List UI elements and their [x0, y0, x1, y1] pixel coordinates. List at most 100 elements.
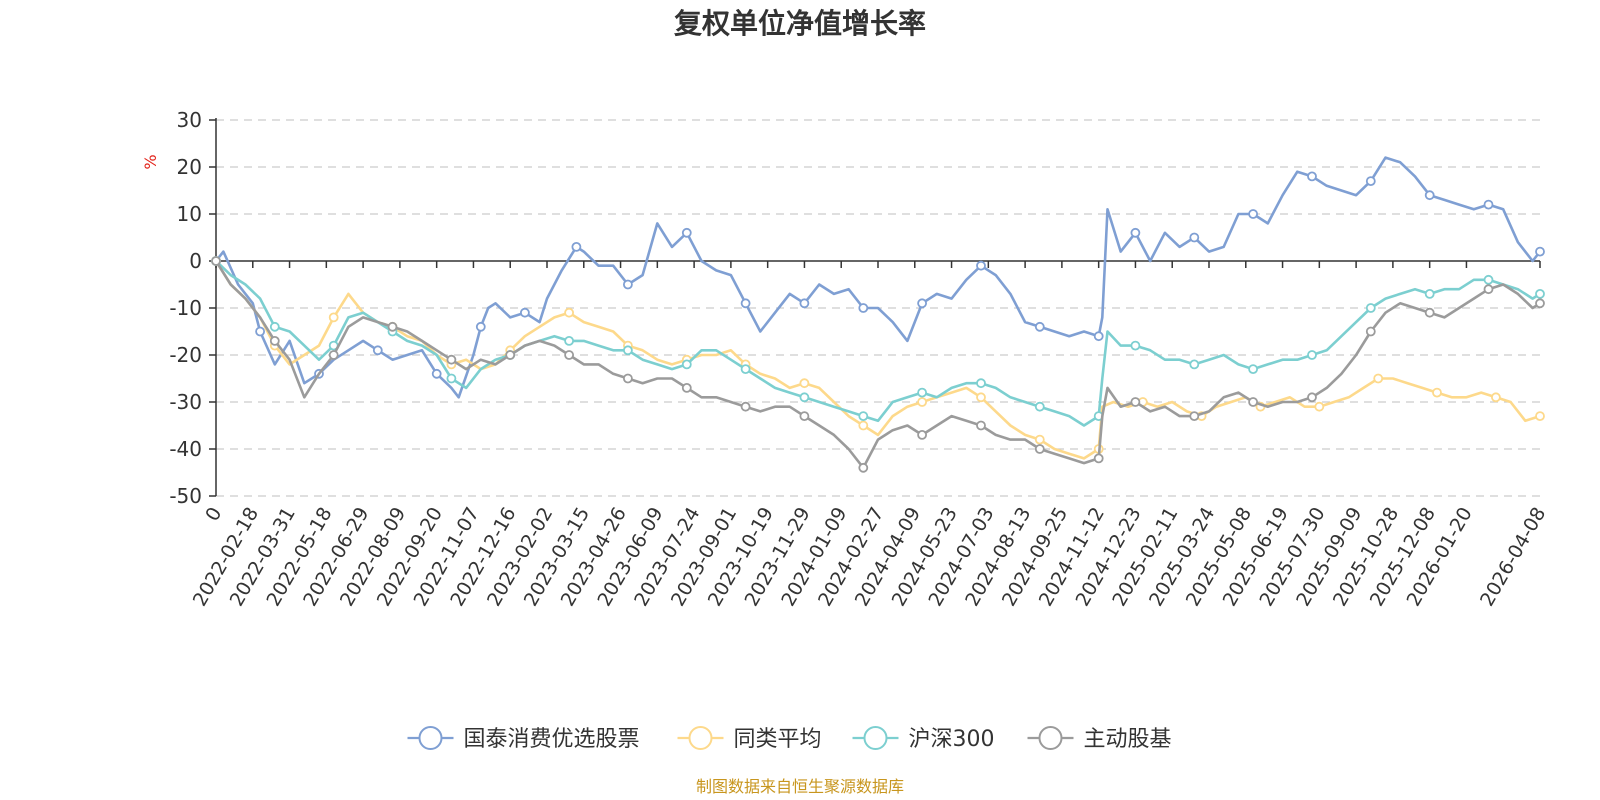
- x-tick-label: 2026-04-08: [1476, 504, 1550, 611]
- y-tick-label: -30: [169, 390, 202, 414]
- data-point: [1307, 392, 1317, 403]
- data-point: [387, 321, 398, 332]
- data-point: [446, 373, 457, 384]
- data-point: [623, 345, 633, 356]
- data-point: [681, 359, 692, 370]
- data-point: [1314, 401, 1325, 412]
- legend-circle-icon: [418, 726, 443, 750]
- data-point: [1307, 171, 1317, 182]
- data-point: [1307, 350, 1317, 360]
- data-point: [1535, 411, 1545, 422]
- data-point: [505, 350, 516, 360]
- y-axis-unit: %: [141, 154, 160, 169]
- data-point: [623, 279, 633, 290]
- data-point: [1130, 340, 1141, 351]
- y-axis: 30 20 10 0 -10 -20 -30 -40 -50: [169, 108, 217, 508]
- data-point: [1189, 359, 1200, 370]
- data-point: [799, 378, 810, 389]
- data-point: [917, 298, 927, 309]
- data-point: [976, 378, 986, 389]
- data-point: [1432, 387, 1442, 398]
- series-line: [214, 260, 1541, 460]
- data-point: [1483, 274, 1494, 285]
- y-tick-label: -10: [169, 296, 202, 320]
- data-point: [1491, 392, 1501, 403]
- data-point: [1034, 444, 1045, 454]
- data-point: [1483, 284, 1494, 295]
- data-point: [976, 392, 986, 403]
- y-tick-label: 10: [177, 202, 202, 226]
- legend-label: 沪深300: [909, 727, 995, 752]
- series-0: [211, 156, 1545, 399]
- data-point: [328, 312, 339, 323]
- data-point: [799, 298, 810, 309]
- data-point: [1535, 298, 1545, 309]
- series-2: [211, 256, 1545, 427]
- data-point: [1093, 331, 1104, 342]
- legend-item[interactable]: 同类平均: [677, 726, 822, 752]
- legend-item[interactable]: 沪深300: [852, 726, 995, 752]
- data-point: [1424, 307, 1435, 318]
- data-point: [564, 307, 574, 318]
- data-point: [1535, 288, 1545, 299]
- legend-label: 国泰消费优选股票: [464, 727, 640, 752]
- legend[interactable]: 国泰消费优选股票 同类平均 沪深300 主动股基: [407, 726, 1172, 752]
- data-point: [740, 298, 751, 309]
- data-point: [1373, 373, 1384, 384]
- data-point: [269, 321, 280, 332]
- data-point: [328, 350, 339, 360]
- data-point: [1130, 397, 1141, 407]
- data-point: [255, 326, 266, 337]
- data-point: [1248, 209, 1258, 219]
- data-point: [976, 420, 986, 431]
- data-point: [1483, 199, 1494, 210]
- data-point: [431, 368, 442, 379]
- x-axis: 02022-02-182022-03-312022-05-182022-06-2…: [189, 260, 1550, 611]
- legend-circle-icon: [863, 726, 888, 750]
- data-point: [1034, 434, 1045, 445]
- data-point: [1535, 246, 1545, 257]
- x-tick-label: 0: [201, 504, 226, 525]
- data-point: [564, 335, 574, 346]
- data-point: [740, 401, 751, 412]
- legend-label: 同类平均: [734, 727, 822, 752]
- data-point: [858, 303, 869, 313]
- data-source-note: 制图数据来自恒生聚源数据库: [696, 777, 904, 796]
- data-point: [1424, 190, 1435, 201]
- data-point: [1365, 176, 1376, 187]
- data-point: [571, 241, 582, 252]
- legend-circle-icon: [688, 726, 713, 750]
- data-point: [1034, 401, 1045, 412]
- series-group: [211, 156, 1545, 473]
- data-point: [1189, 232, 1200, 243]
- data-point: [446, 354, 457, 365]
- data-point: [917, 387, 927, 398]
- data-point: [1365, 303, 1376, 313]
- data-point: [211, 256, 221, 266]
- y-tick-label: -50: [169, 484, 202, 508]
- y-tick-label: 30: [177, 108, 202, 132]
- data-point: [1248, 364, 1258, 375]
- data-point: [740, 364, 751, 375]
- data-point: [1424, 288, 1435, 299]
- chart-title: 复权单位净值增长率: [674, 7, 926, 40]
- data-point: [681, 382, 692, 393]
- data-point: [475, 321, 486, 332]
- data-point: [1093, 453, 1104, 464]
- series-line: [214, 156, 1542, 399]
- legend-item[interactable]: 主动股基: [1027, 726, 1172, 752]
- y-tick-label: 0: [189, 249, 202, 273]
- data-point: [564, 350, 574, 360]
- data-point: [917, 397, 927, 407]
- series-line: [214, 260, 1541, 470]
- series-3: [211, 256, 1545, 473]
- data-point: [681, 227, 692, 238]
- data-point: [858, 462, 869, 473]
- data-point: [799, 411, 810, 422]
- y-tick-label: -40: [169, 437, 202, 461]
- legend-circle-icon: [1038, 726, 1063, 750]
- legend-item[interactable]: 国泰消费优选股票: [407, 726, 640, 752]
- y-tick-label: 20: [177, 155, 202, 179]
- series-1: [211, 256, 1545, 460]
